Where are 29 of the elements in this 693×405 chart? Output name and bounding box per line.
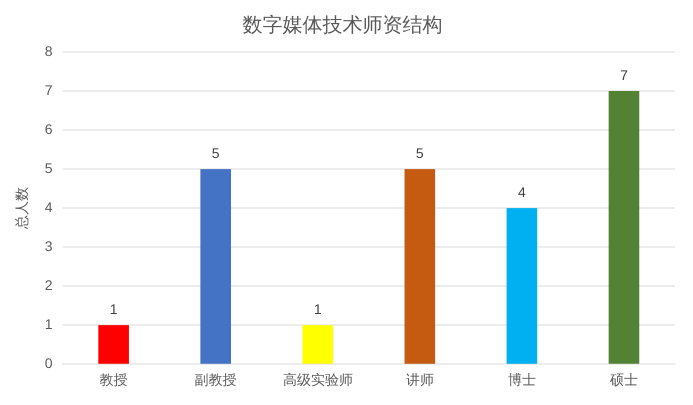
bar [608, 91, 640, 364]
y-tick-label: 8 [44, 42, 53, 59]
data-label: 1 [110, 301, 118, 318]
y-tick-label: 0 [44, 355, 53, 372]
x-tick-label: 讲师 [406, 371, 434, 388]
x-tick-label: 博士 [508, 371, 536, 388]
data-label: 7 [620, 66, 628, 83]
bar [302, 325, 334, 364]
data-label: 4 [518, 184, 526, 200]
data-label: 5 [416, 144, 424, 161]
x-tick-label: 高级实验师 [282, 371, 353, 388]
y-tick-label: 3 [44, 238, 53, 254]
y-tick-label: 6 [44, 120, 53, 137]
x-tick-label: 副教授 [194, 371, 237, 388]
bar [404, 169, 436, 364]
data-label: 1 [314, 301, 322, 318]
chart-title: 数字媒体技术师资结构 [242, 14, 442, 37]
data-label: 5 [212, 144, 220, 161]
bar [98, 325, 129, 364]
y-tick-label: 7 [44, 82, 53, 98]
bar [200, 169, 231, 364]
x-tick-label: 教授 [100, 371, 128, 388]
y-tick-label: 5 [44, 160, 53, 176]
y-tick-label: 2 [44, 277, 53, 294]
y-tick-label: 4 [44, 198, 53, 215]
y-axis-title: 总人数 [13, 187, 30, 230]
x-tick-label: 硕士 [608, 371, 638, 388]
bar [506, 208, 538, 364]
y-tick-label: 1 [44, 316, 53, 332]
